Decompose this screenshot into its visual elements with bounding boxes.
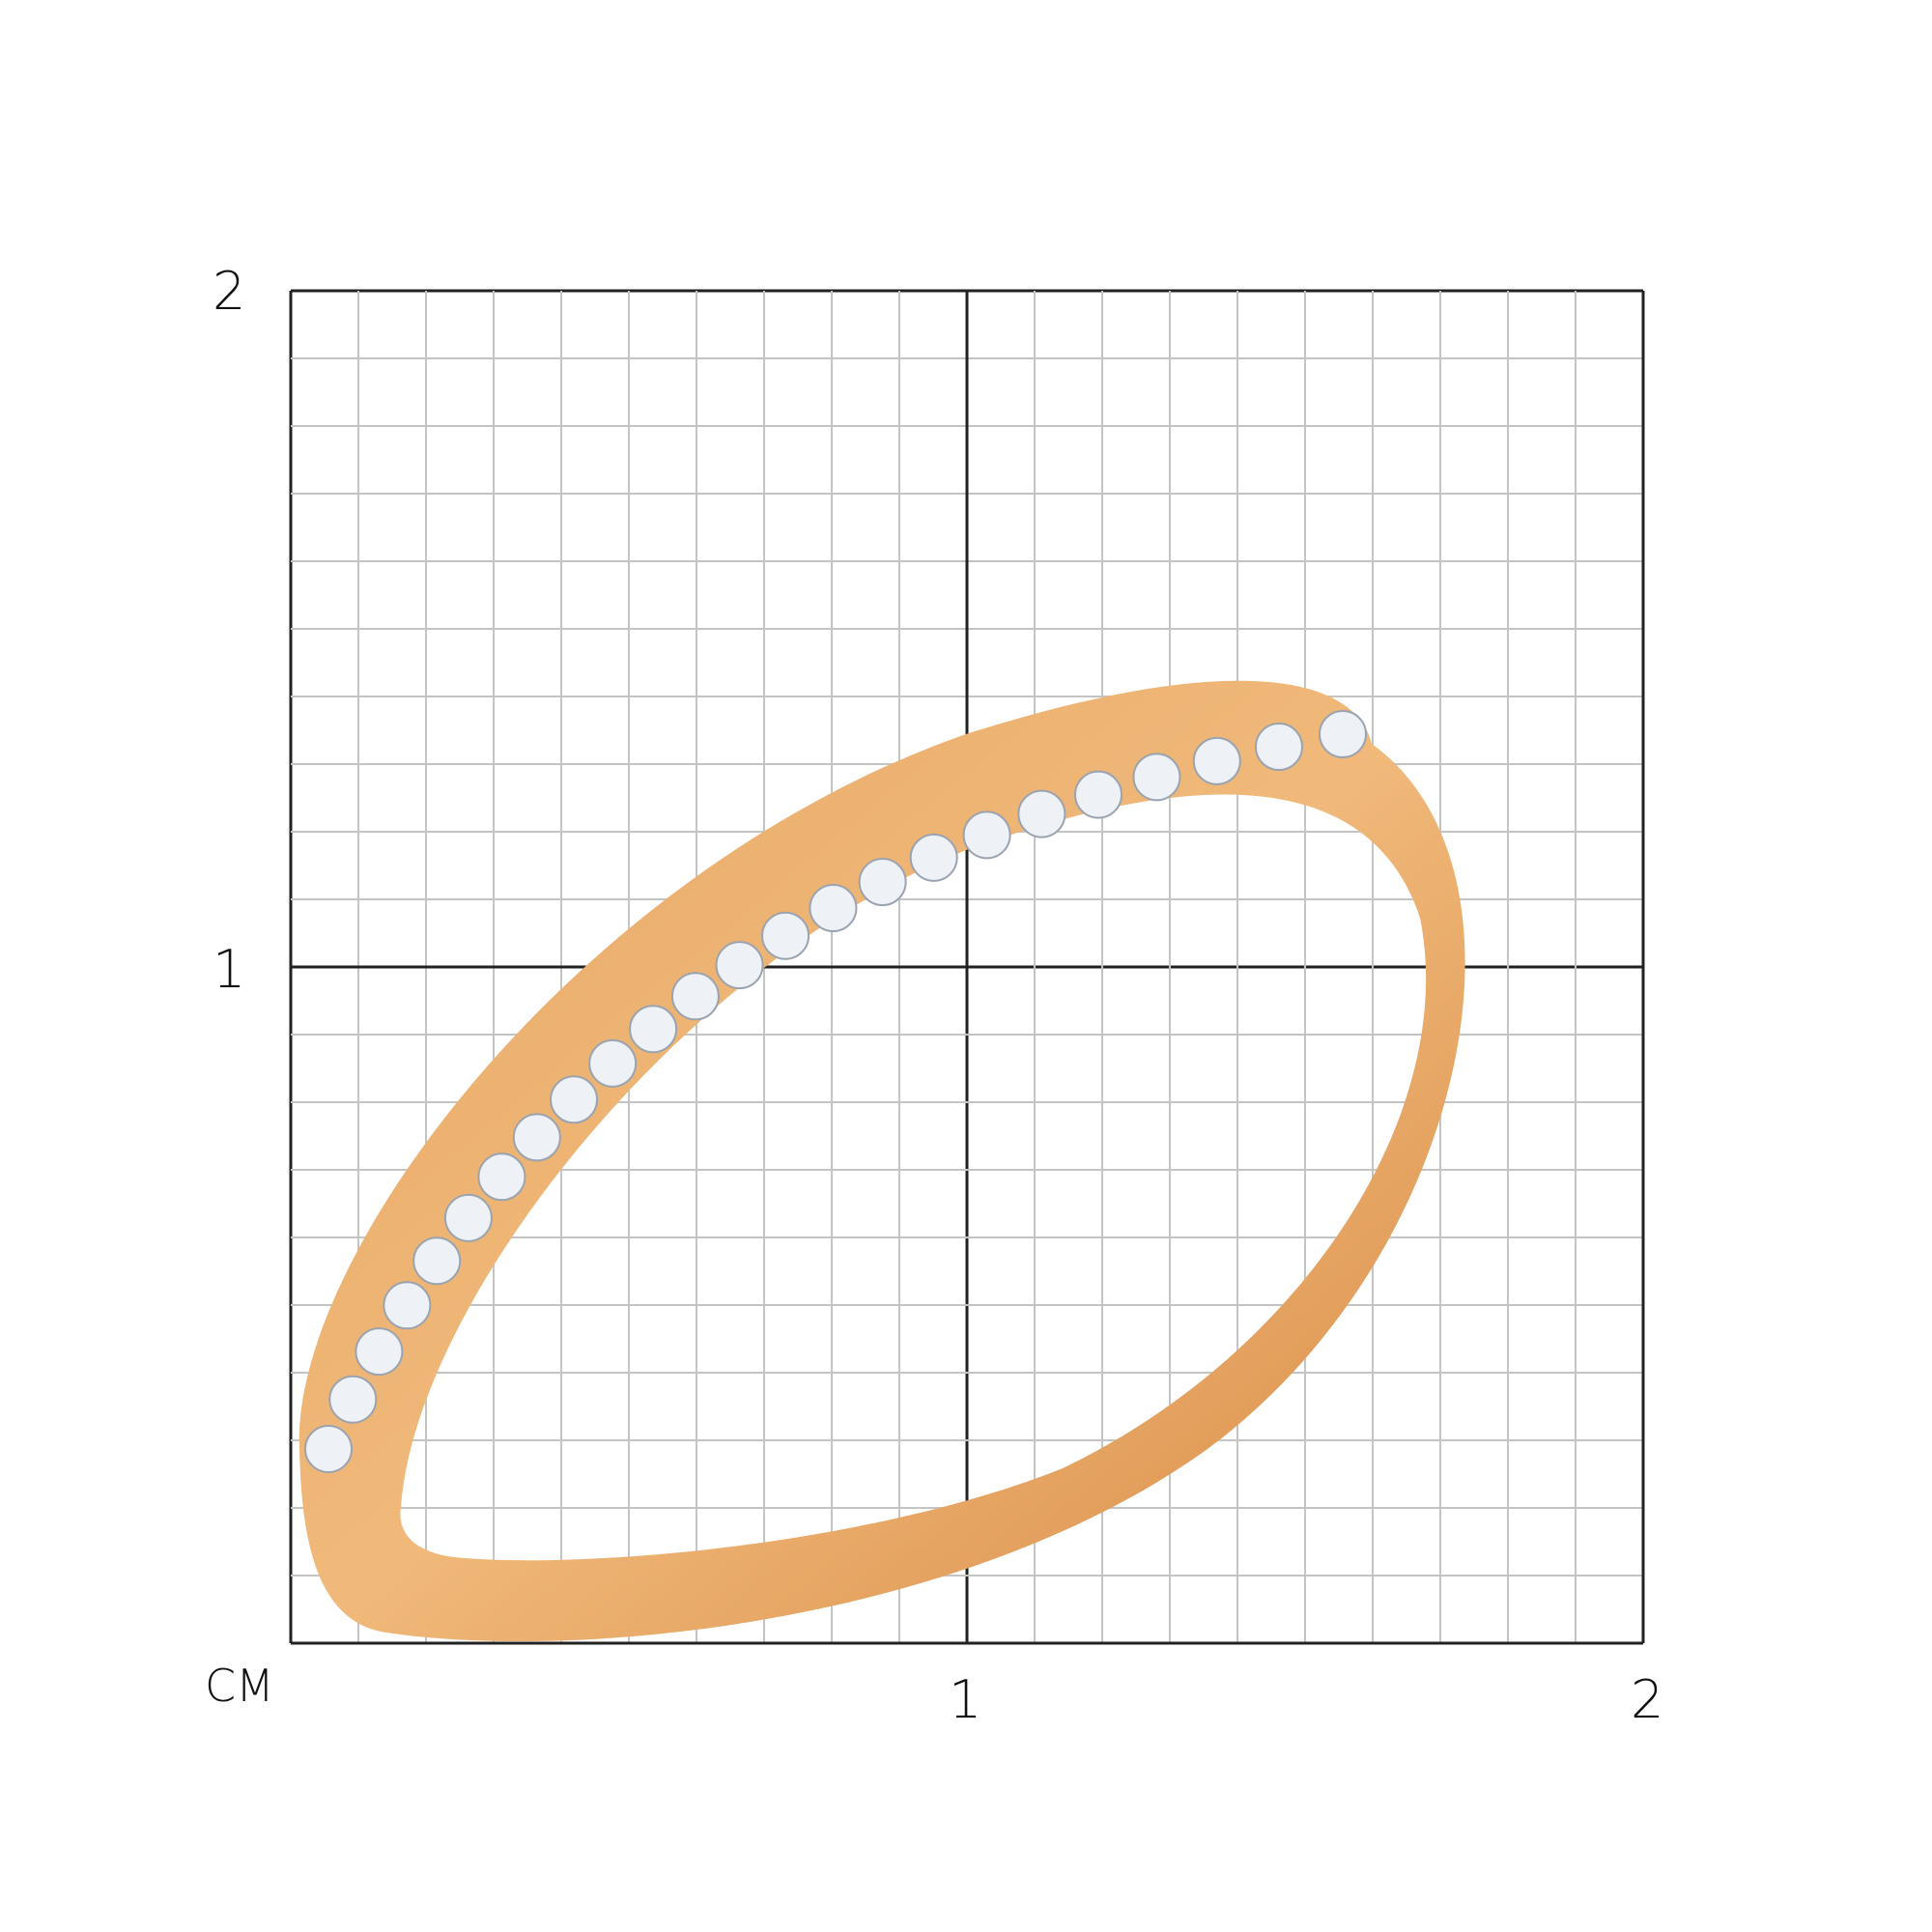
x-tick-1: 1 [949, 1669, 982, 1730]
ring-band [298, 680, 1465, 1642]
diamond-stone [715, 941, 764, 990]
diamond-stone [550, 1075, 599, 1124]
diamond-stone [588, 1038, 638, 1088]
diamond-stone [355, 1327, 404, 1377]
diamond-stone [1017, 789, 1066, 838]
diamond-stone [1192, 736, 1241, 785]
diamond-stone [962, 810, 1011, 860]
diamond-stone [1319, 710, 1367, 758]
diamond-stone [629, 1005, 678, 1054]
diamond-stone [761, 911, 810, 960]
x-tick-2: 2 [1631, 1669, 1664, 1730]
diamond-stone [1254, 723, 1303, 772]
diamond-stone [1132, 753, 1181, 802]
y-tick-2: 2 [213, 261, 246, 322]
diamond-stone [512, 1113, 561, 1162]
diamond-row [304, 710, 1367, 1473]
diamond-stone [809, 884, 858, 932]
diamond-stone [412, 1236, 462, 1286]
diamond-stone [328, 1375, 378, 1424]
diamond-stone [304, 1425, 353, 1473]
diamond-stone [670, 972, 720, 1021]
unit-label: СМ [205, 1660, 274, 1712]
diamond-stone [443, 1193, 493, 1242]
diamond-stone [383, 1281, 432, 1330]
y-tick-1: 1 [213, 939, 246, 1000]
diamond-stone [1073, 770, 1122, 819]
diamond-stone [858, 858, 907, 907]
diamond-stone [909, 833, 958, 882]
diamond-stone [477, 1152, 526, 1202]
